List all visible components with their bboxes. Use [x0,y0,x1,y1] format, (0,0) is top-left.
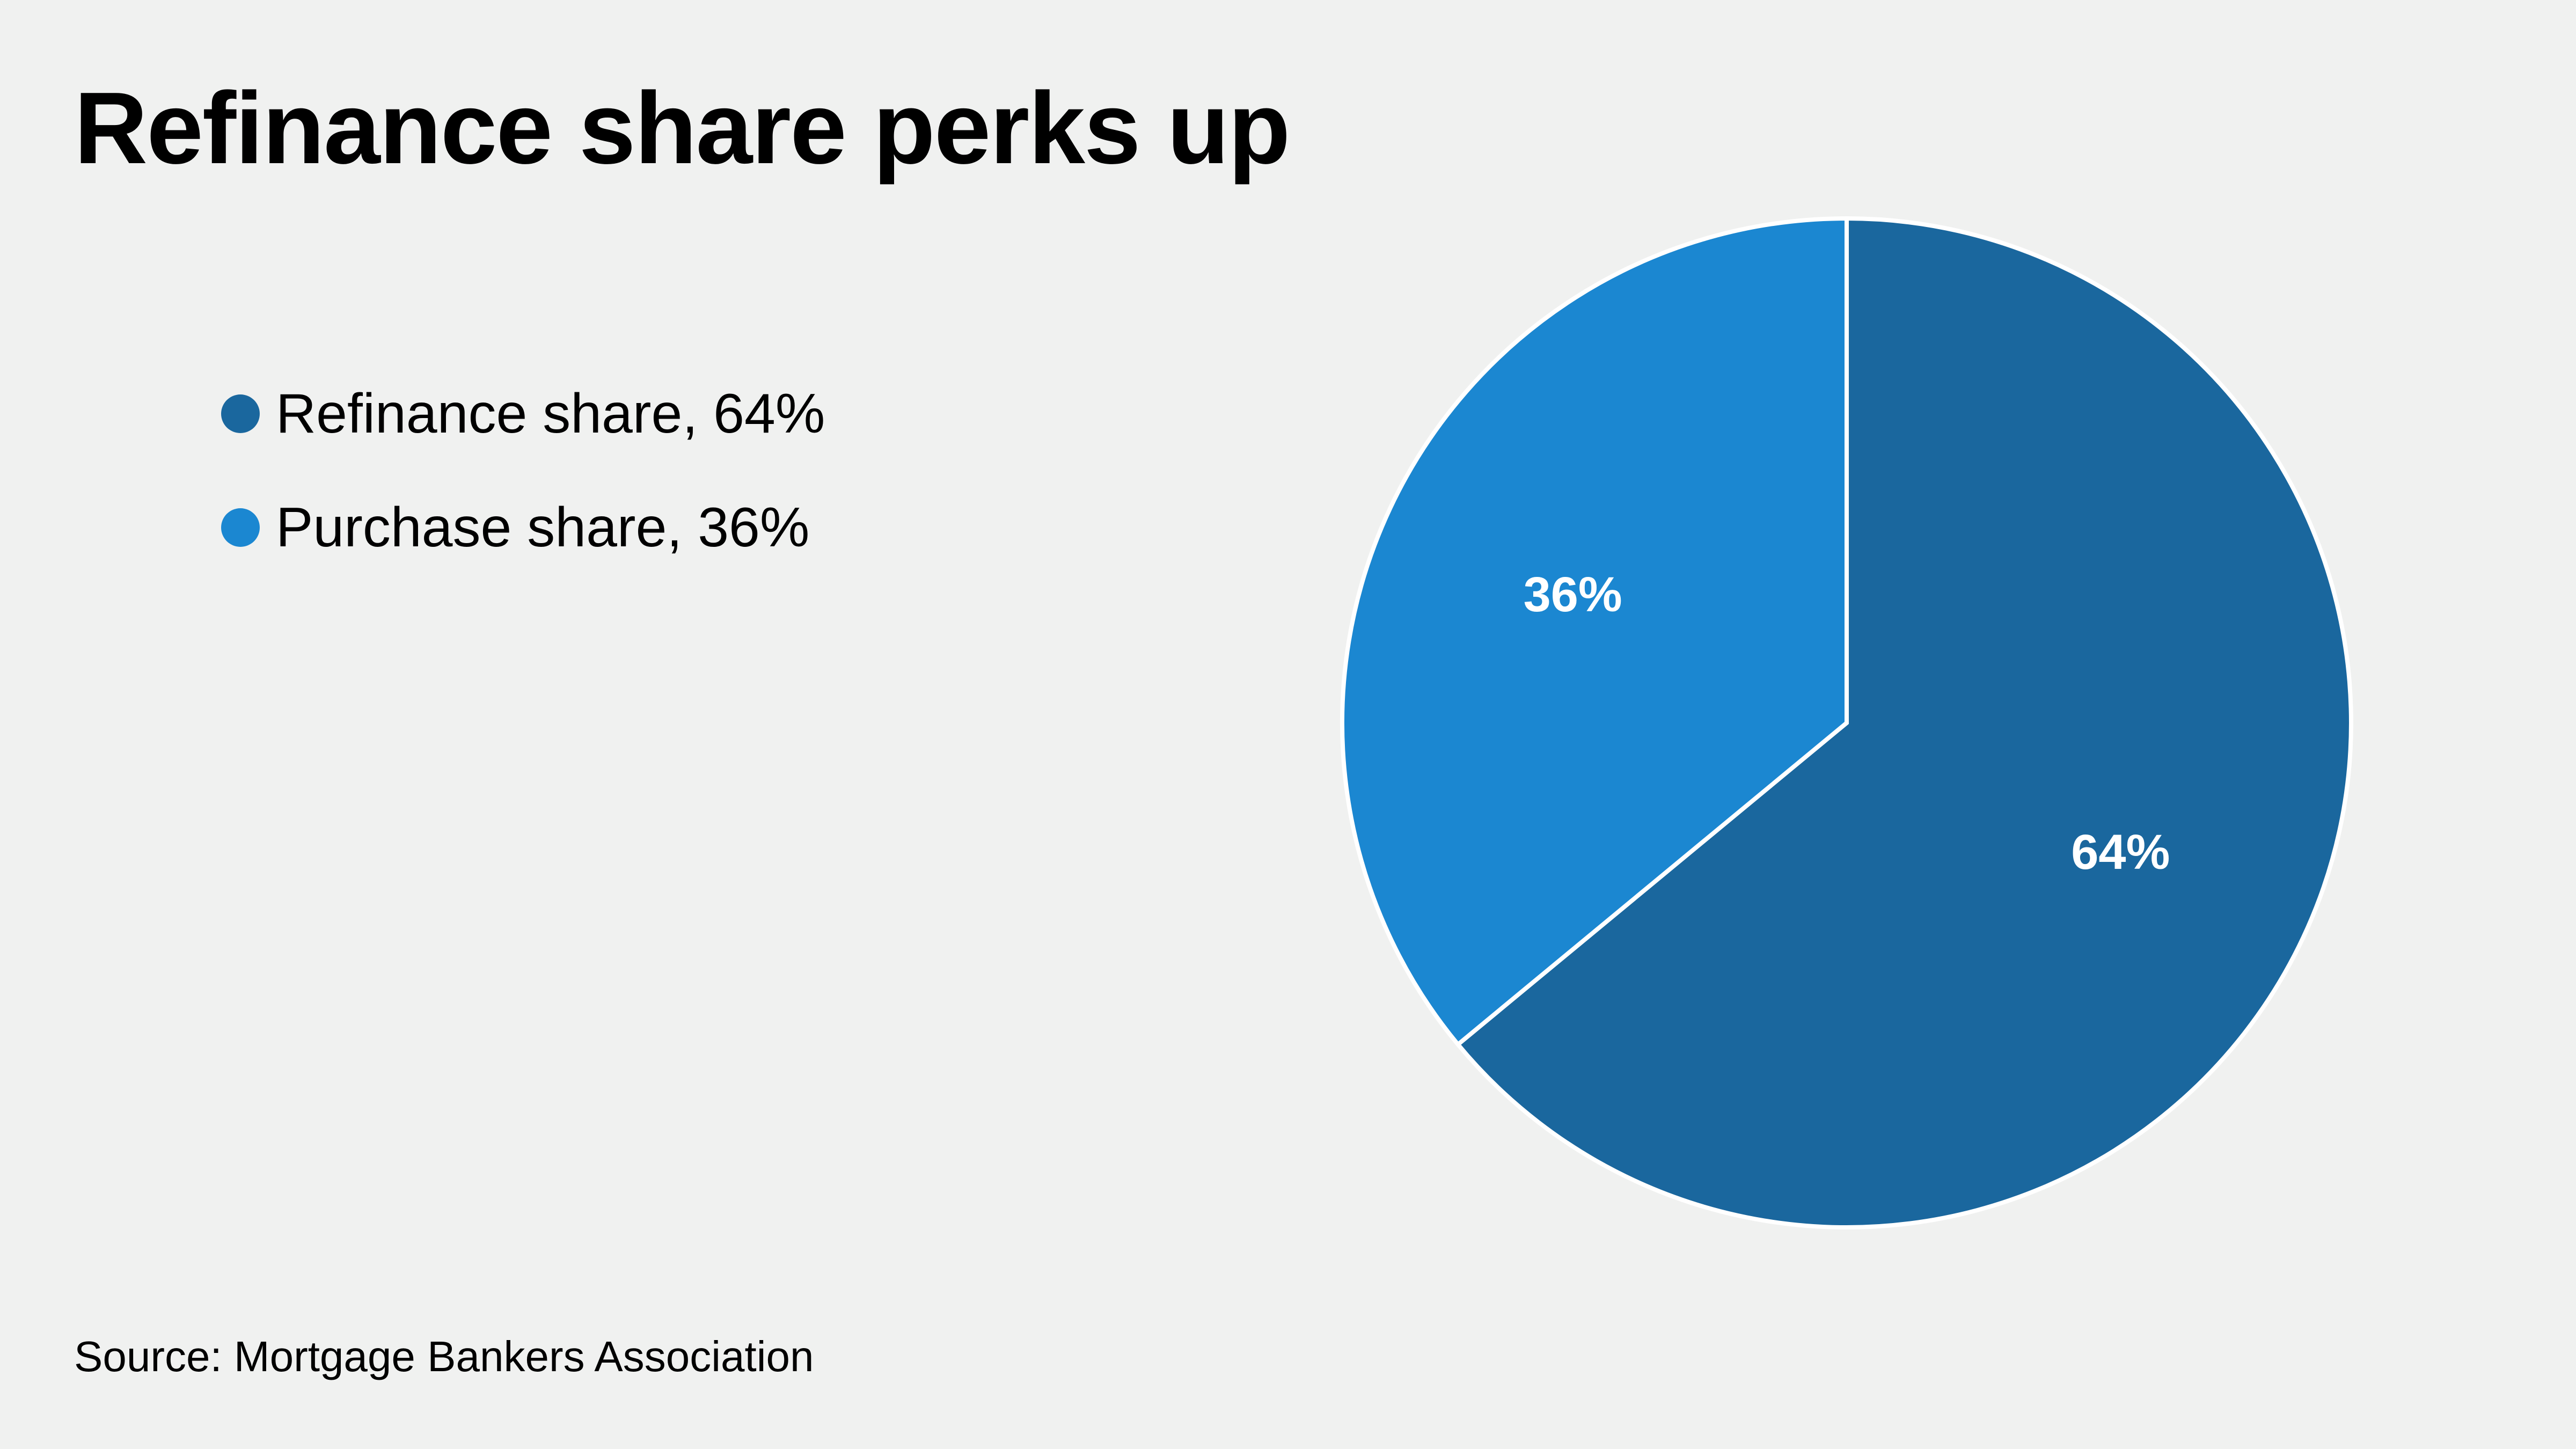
pie-slice-purchase-share [1340,216,1849,1048]
legend-swatch [221,508,260,547]
source-note: Source: Mortgage Bankers Association [74,1333,814,1380]
data-label: 64% [2071,825,2170,880]
pie-slice-refinance-share [1455,216,2353,1230]
legend-item-refinance: Refinance share, 64% [221,357,825,471]
data-label: 36% [1524,567,1622,622]
legend-label: Refinance share, 64% [276,382,825,445]
legend-label: Purchase share, 36% [276,496,810,559]
legend-item-purchase: Purchase share, 36% [221,471,825,584]
legend: Refinance share, 64% Purchase share, 36% [221,357,825,584]
chart-title: Refinance share perks up [74,71,1291,185]
legend-swatch [221,394,260,433]
